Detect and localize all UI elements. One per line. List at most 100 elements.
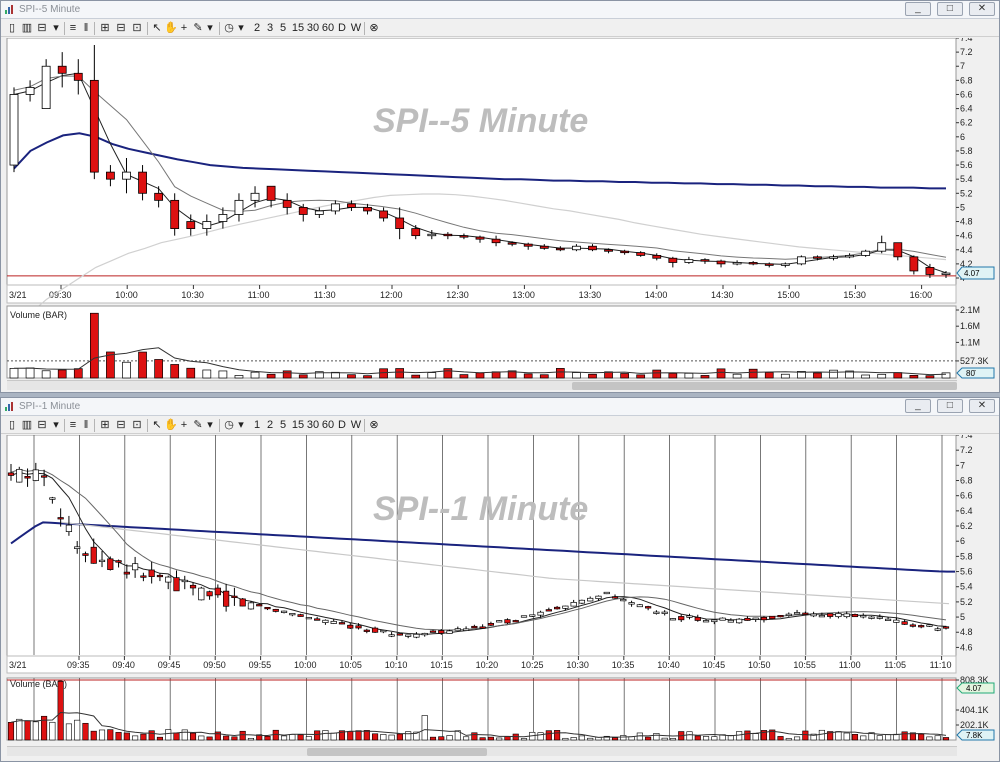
chart-type-icon[interactable]: ▥ (21, 22, 33, 34)
y-tick-label: 4.6 (960, 231, 973, 241)
candle (652, 255, 662, 259)
volume-bar (760, 730, 768, 741)
zoom-in-icon[interactable]: ⊞ (100, 22, 110, 34)
cancel-icon[interactable]: ⊗ (369, 419, 379, 431)
volume-bar (322, 730, 329, 741)
chevron-down-icon[interactable]: ▾ (207, 419, 213, 431)
zoom-in-icon[interactable]: ⊞ (100, 419, 110, 431)
cancel-icon[interactable]: ⊗ (369, 22, 379, 34)
list-icon[interactable]: ≡ (69, 419, 77, 431)
pause-icon[interactable]: ‖ (83, 419, 89, 431)
candle (636, 252, 646, 256)
volume-bar (247, 737, 255, 741)
candle (752, 617, 759, 620)
interval-1[interactable]: 1 (253, 419, 261, 431)
minimize-button[interactable]: _ (904, 2, 931, 16)
zoom-out-icon[interactable]: ⊟ (116, 22, 126, 34)
list-icon[interactable]: ≡ (69, 22, 77, 34)
maximize-button[interactable]: □ (936, 2, 963, 16)
interval-w[interactable]: W (350, 419, 362, 431)
y-tick-label: 5.2 (960, 188, 973, 198)
titlebar[interactable]: SPI--5 Minute _ □ ✕ (1, 1, 999, 19)
titlebar[interactable]: SPI--1 Minute _ □ ✕ (1, 398, 999, 416)
volume-bar (813, 372, 822, 379)
pause-icon[interactable]: ‖ (83, 22, 89, 34)
fit-icon[interactable]: ⊡ (132, 22, 142, 34)
x-tick-label: 10:50 (748, 660, 771, 670)
pencil-icon[interactable]: ✎ (193, 22, 203, 34)
scrollbar-thumb[interactable] (307, 748, 487, 756)
crosshair-icon[interactable]: + (180, 22, 188, 34)
candle (851, 613, 859, 618)
clock-icon[interactable]: ◷ (224, 22, 234, 34)
close-button[interactable]: ✕ (969, 2, 995, 16)
volume-bar (264, 735, 271, 741)
pointer-icon[interactable]: ↖ (152, 419, 162, 431)
interval-d[interactable]: D (338, 22, 346, 34)
pointer-icon[interactable]: ↖ (152, 22, 162, 34)
interval-2[interactable]: 3 (266, 22, 274, 34)
pencil-icon[interactable]: ✎ (193, 419, 203, 431)
chevron-down-icon[interactable]: ▾ (53, 419, 59, 431)
interval-6[interactable]: 60 (321, 419, 335, 431)
close-button[interactable]: ✕ (969, 399, 995, 413)
hand-icon[interactable]: ✋ (164, 22, 178, 34)
interval-6[interactable]: 60 (321, 22, 335, 34)
interval-3[interactable]: 5 (279, 22, 287, 34)
volume-bar (777, 736, 784, 741)
candle (893, 619, 900, 623)
interval-4[interactable]: 15 (291, 419, 305, 431)
scrollbar-thumb[interactable] (572, 382, 957, 390)
volume-bar (165, 729, 172, 741)
chart-type-icon[interactable]: ▥ (21, 419, 33, 431)
bar-style-icon[interactable]: ▯ (8, 419, 16, 431)
bar-style-icon[interactable]: ▯ (8, 22, 16, 34)
x-tick-label: 11:10 (930, 660, 952, 670)
candle (744, 617, 751, 621)
interval-3[interactable]: 5 (279, 419, 287, 431)
crosshair-icon[interactable]: + (180, 419, 188, 431)
x-tick-label: 10:20 (476, 660, 499, 670)
moving-average-line (13, 132, 946, 190)
chevron-down-icon[interactable]: ▾ (53, 22, 59, 34)
chevron-down-icon[interactable]: ▾ (238, 22, 244, 34)
interval-4[interactable]: 15 (291, 22, 305, 34)
clock-icon[interactable]: ◷ (224, 419, 234, 431)
volume-bar (443, 368, 453, 379)
x-tick-label: 10:10 (385, 660, 408, 670)
candle (562, 605, 569, 609)
interval-2[interactable]: 2 (266, 419, 274, 431)
candle (198, 587, 205, 601)
volume-bar (475, 372, 485, 379)
zoom-out-icon[interactable]: ⊟ (116, 419, 126, 431)
interval-5[interactable]: 30 (306, 419, 320, 431)
volume-bar (941, 372, 951, 379)
maximize-button[interactable]: □ (936, 399, 963, 413)
volume-bar (32, 721, 39, 741)
volume-bar (471, 732, 478, 741)
candle (49, 497, 56, 500)
horizontal-scrollbar[interactable] (7, 380, 957, 390)
volume-bar (186, 367, 196, 379)
interval-d[interactable]: D (338, 419, 346, 431)
interval-5[interactable]: 30 (306, 22, 320, 34)
volume-bar (934, 735, 941, 741)
volume-bar (41, 370, 51, 379)
interval-w[interactable]: W (350, 22, 362, 34)
candle (165, 576, 172, 583)
horizontal-scrollbar[interactable] (7, 746, 957, 756)
price-chart-1min[interactable]: SPI--1 Minute 7.4 7.2 7 6.8 6.6 6.4 6.2 6 5.8 5.6 5… (1, 435, 999, 762)
hand-icon[interactable]: ✋ (164, 419, 178, 431)
price-chart-5min[interactable]: SPI--5 Minute 7.4 7.2 7 6.8 6.6 6.4 6.2 6 5.8 5.6 5… (1, 38, 999, 393)
candle-icon[interactable]: ⊟ (37, 22, 47, 34)
candle (603, 591, 610, 595)
candle (73, 72, 83, 81)
chevron-down-icon[interactable]: ▾ (238, 419, 244, 431)
minimize-button[interactable]: _ (904, 399, 931, 413)
interval-1[interactable]: 2 (253, 22, 261, 34)
fit-icon[interactable]: ⊡ (132, 419, 142, 431)
chevron-down-icon[interactable]: ▾ (207, 22, 213, 34)
candle-icon[interactable]: ⊟ (37, 419, 47, 431)
candle (702, 620, 710, 623)
short-moving-average-line (10, 471, 947, 636)
